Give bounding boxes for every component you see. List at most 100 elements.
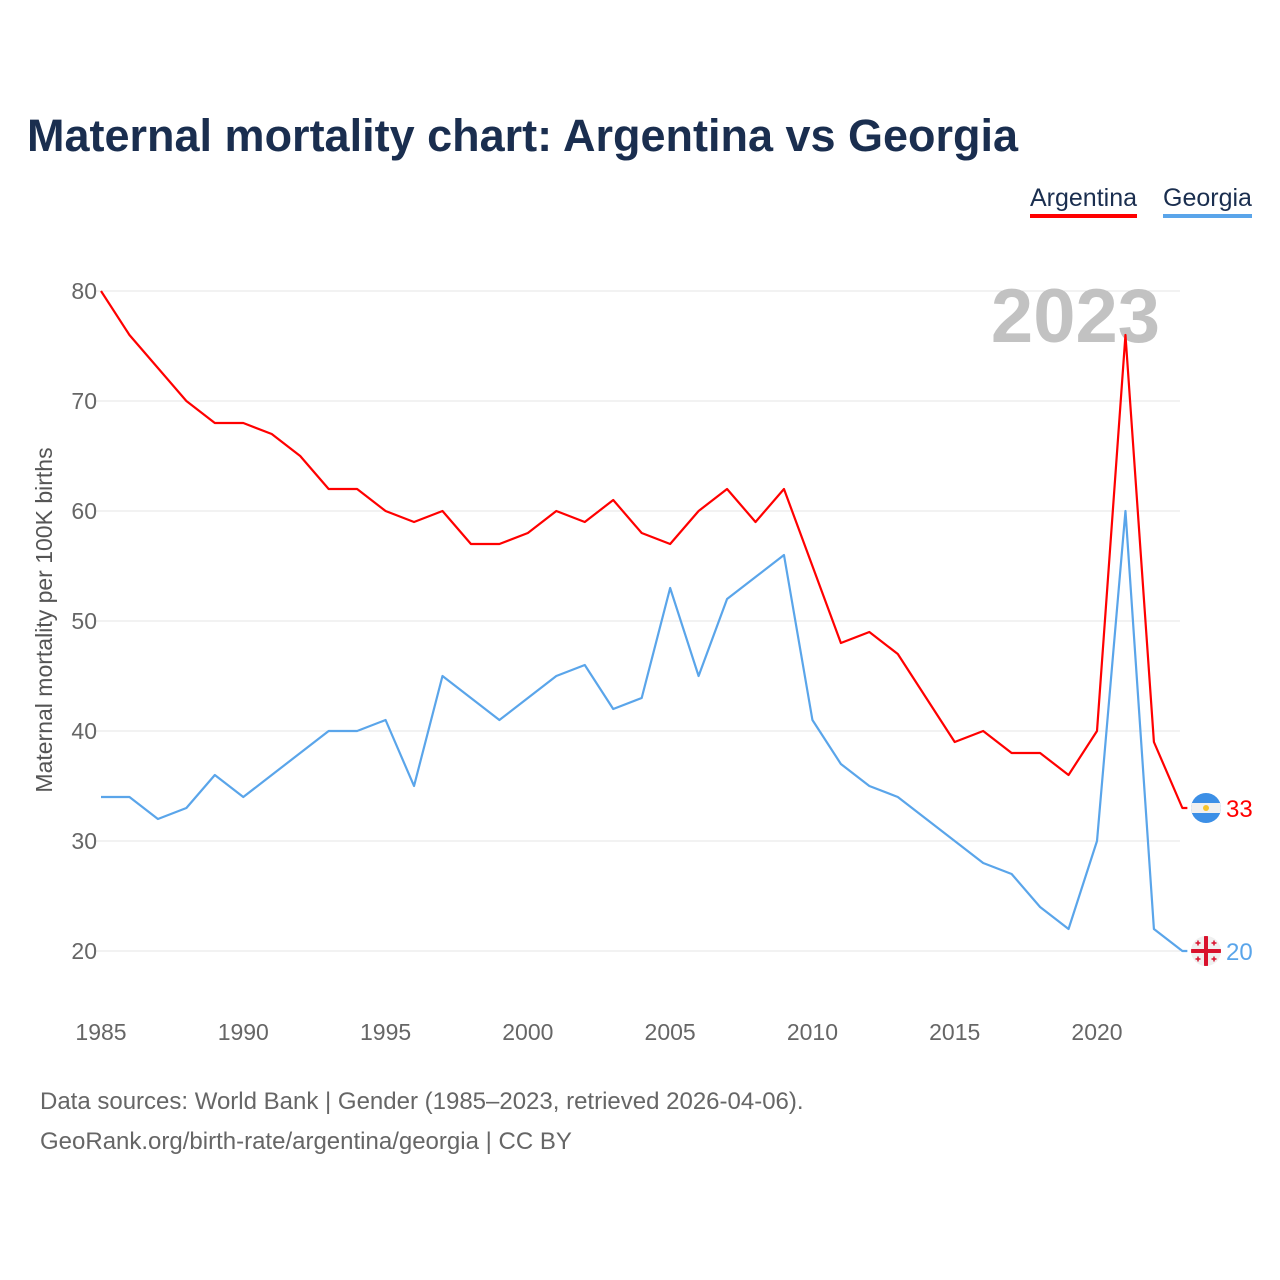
x-tick-label: 2015 [929, 1019, 980, 1045]
data-point-argentina[interactable] [497, 542, 501, 546]
data-point-georgia[interactable] [412, 784, 416, 788]
data-point-argentina[interactable] [440, 509, 444, 513]
data-point-argentina[interactable] [725, 487, 729, 491]
data-point-georgia[interactable] [611, 707, 615, 711]
data-point-argentina[interactable] [469, 542, 473, 546]
data-point-georgia[interactable] [298, 751, 302, 755]
x-tick-label: 1990 [218, 1019, 269, 1045]
data-point-georgia[interactable] [270, 773, 274, 777]
data-point-argentina[interactable] [184, 399, 188, 403]
data-point-argentina[interactable] [298, 454, 302, 458]
data-point-georgia[interactable] [1038, 905, 1042, 909]
data-point-georgia[interactable] [497, 718, 501, 722]
data-point-georgia[interactable] [924, 817, 928, 821]
data-point-argentina[interactable] [213, 421, 217, 425]
data-point-georgia[interactable] [384, 718, 388, 722]
argentina-flag-icon [1191, 793, 1221, 823]
data-point-argentina[interactable] [668, 542, 672, 546]
data-point-georgia[interactable] [156, 817, 160, 821]
data-point-argentina[interactable] [1010, 751, 1014, 755]
data-point-argentina[interactable] [554, 509, 558, 513]
data-point-argentina[interactable] [1123, 333, 1127, 337]
data-point-argentina[interactable] [697, 509, 701, 513]
end-value-label-georgia: 20 [1226, 939, 1253, 966]
data-point-argentina[interactable] [839, 641, 843, 645]
data-point-argentina[interactable] [896, 652, 900, 656]
data-point-georgia[interactable] [782, 553, 786, 557]
y-tick-label: 60 [71, 498, 97, 524]
y-tick-label: 50 [71, 608, 97, 634]
data-point-georgia[interactable] [1067, 927, 1071, 931]
data-point-georgia[interactable] [953, 839, 957, 843]
y-axis-label: Maternal mortality per 100K births [31, 447, 57, 792]
url-line: GeoRank.org/birth-rate/argentina/georgia… [40, 1128, 572, 1155]
x-tick-label: 2010 [787, 1019, 838, 1045]
data-point-georgia[interactable] [668, 586, 672, 590]
data-point-argentina[interactable] [355, 487, 359, 491]
data-point-argentina[interactable] [156, 366, 160, 370]
data-point-georgia[interactable] [754, 575, 758, 579]
data-point-argentina[interactable] [127, 333, 131, 337]
series-line-georgia [101, 509, 1188, 953]
data-point-argentina[interactable] [384, 509, 388, 513]
chart-title: Maternal mortality chart: Argentina vs G… [27, 110, 1019, 161]
data-point-argentina[interactable] [611, 498, 615, 502]
end-value-label-argentina: 33 [1226, 796, 1253, 823]
data-point-argentina[interactable] [640, 531, 644, 535]
data-point-argentina[interactable] [241, 421, 245, 425]
georgia-flag-icon [1191, 936, 1221, 966]
data-point-argentina[interactable] [782, 487, 786, 491]
data-point-georgia[interactable] [469, 696, 473, 700]
data-point-argentina[interactable] [754, 520, 758, 524]
data-point-georgia[interactable] [981, 861, 985, 865]
data-point-argentina[interactable] [1152, 740, 1156, 744]
data-point-argentina[interactable] [270, 432, 274, 436]
y-tick-label: 40 [71, 718, 97, 744]
data-point-argentina[interactable] [1067, 773, 1071, 777]
data-point-argentina[interactable] [1180, 806, 1184, 810]
data-point-georgia[interactable] [241, 795, 245, 799]
data-point-argentina[interactable] [583, 520, 587, 524]
data-point-argentina[interactable] [953, 740, 957, 744]
y-tick-label: 20 [71, 938, 97, 964]
data-point-georgia[interactable] [184, 806, 188, 810]
data-point-georgia[interactable] [697, 674, 701, 678]
x-tick-label: 1985 [75, 1019, 126, 1045]
data-point-georgia[interactable] [640, 696, 644, 700]
x-tick-label: 2005 [645, 1019, 696, 1045]
data-point-georgia[interactable] [327, 729, 331, 733]
data-point-georgia[interactable] [896, 795, 900, 799]
data-point-georgia[interactable] [1095, 839, 1099, 843]
data-point-argentina[interactable] [412, 520, 416, 524]
data-point-georgia[interactable] [1180, 949, 1184, 953]
data-point-georgia[interactable] [1123, 509, 1127, 513]
data-point-georgia[interactable] [355, 729, 359, 733]
data-point-georgia[interactable] [725, 597, 729, 601]
data-point-georgia[interactable] [867, 784, 871, 788]
data-point-argentina[interactable] [526, 531, 530, 535]
data-point-georgia[interactable] [127, 795, 131, 799]
data-point-georgia[interactable] [526, 696, 530, 700]
year-watermark: 2023 [991, 274, 1160, 359]
data-point-argentina[interactable] [981, 729, 985, 733]
data-point-argentina[interactable] [867, 630, 871, 634]
data-point-argentina[interactable] [1038, 751, 1042, 755]
data-point-georgia[interactable] [1152, 927, 1156, 931]
data-point-argentina[interactable] [924, 696, 928, 700]
source-line: Data sources: World Bank | Gender (1985–… [40, 1088, 804, 1115]
data-point-georgia[interactable] [554, 674, 558, 678]
data-point-argentina[interactable] [99, 289, 103, 293]
data-point-georgia[interactable] [810, 718, 814, 722]
data-point-argentina[interactable] [810, 564, 814, 568]
data-point-georgia[interactable] [1010, 872, 1014, 876]
legend-argentina[interactable]: Argentina [1030, 184, 1138, 218]
data-point-argentina[interactable] [1095, 729, 1099, 733]
legend-georgia[interactable]: Georgia [1163, 184, 1252, 218]
data-point-georgia[interactable] [440, 674, 444, 678]
x-tick-label: 2020 [1071, 1019, 1122, 1045]
data-point-georgia[interactable] [99, 795, 103, 799]
data-point-argentina[interactable] [327, 487, 331, 491]
data-point-georgia[interactable] [583, 663, 587, 667]
data-point-georgia[interactable] [839, 762, 843, 766]
data-point-georgia[interactable] [213, 773, 217, 777]
